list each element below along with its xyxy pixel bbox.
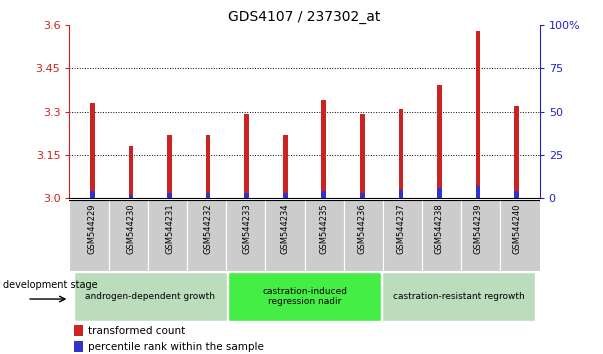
Bar — [360, 114, 365, 198]
Text: percentile rank within the sample: percentile rank within the sample — [88, 342, 264, 352]
Bar — [283, 135, 288, 198]
Bar — [167, 193, 172, 198]
Title: GDS4107 / 237302_at: GDS4107 / 237302_at — [229, 10, 380, 24]
Bar — [206, 193, 210, 198]
Bar — [476, 186, 481, 198]
Bar — [399, 190, 403, 198]
Bar — [305, 200, 344, 271]
Bar — [283, 193, 288, 198]
Bar — [167, 135, 172, 198]
Bar — [90, 103, 95, 198]
Bar — [437, 188, 442, 198]
Bar — [383, 200, 422, 271]
Bar — [461, 200, 500, 271]
Bar — [74, 325, 83, 336]
Bar — [226, 200, 265, 271]
Bar — [69, 200, 109, 271]
Bar — [109, 200, 148, 271]
Text: GSM544238: GSM544238 — [435, 204, 444, 254]
Bar — [148, 200, 187, 271]
Text: GSM544233: GSM544233 — [242, 204, 251, 254]
Bar — [128, 195, 133, 198]
Text: GSM544236: GSM544236 — [358, 204, 367, 254]
Text: GSM544234: GSM544234 — [281, 204, 289, 254]
Bar — [128, 146, 133, 198]
Bar — [422, 200, 461, 271]
Bar — [360, 193, 365, 198]
Text: development stage: development stage — [3, 280, 98, 290]
Text: GSM544235: GSM544235 — [320, 204, 328, 254]
Text: GSM544232: GSM544232 — [204, 204, 213, 254]
Bar — [514, 106, 519, 198]
Bar — [244, 193, 249, 198]
Text: GSM544231: GSM544231 — [165, 204, 174, 254]
Bar — [399, 109, 403, 198]
Bar — [344, 200, 383, 271]
Bar — [321, 191, 326, 198]
Text: GSM544237: GSM544237 — [396, 204, 405, 254]
Bar — [90, 191, 95, 198]
Bar — [187, 200, 226, 271]
Bar — [514, 191, 519, 198]
Text: androgen-dependent growth: androgen-dependent growth — [85, 292, 215, 301]
Bar — [437, 86, 442, 198]
Bar — [206, 135, 210, 198]
Text: castration-induced
regression nadir: castration-induced regression nadir — [262, 287, 347, 306]
Bar — [476, 30, 481, 198]
FancyBboxPatch shape — [228, 272, 381, 321]
Text: GSM544240: GSM544240 — [512, 204, 521, 254]
Bar — [265, 200, 305, 271]
Bar — [321, 100, 326, 198]
Text: GSM544229: GSM544229 — [88, 204, 97, 254]
Bar — [244, 114, 249, 198]
Bar — [74, 341, 83, 353]
FancyBboxPatch shape — [382, 272, 535, 321]
Text: GSM544239: GSM544239 — [473, 204, 482, 254]
Text: castration-resistant regrowth: castration-resistant regrowth — [393, 292, 525, 301]
Text: transformed count: transformed count — [88, 326, 185, 336]
FancyBboxPatch shape — [74, 272, 227, 321]
Text: GSM544230: GSM544230 — [127, 204, 136, 254]
Bar — [500, 200, 540, 271]
